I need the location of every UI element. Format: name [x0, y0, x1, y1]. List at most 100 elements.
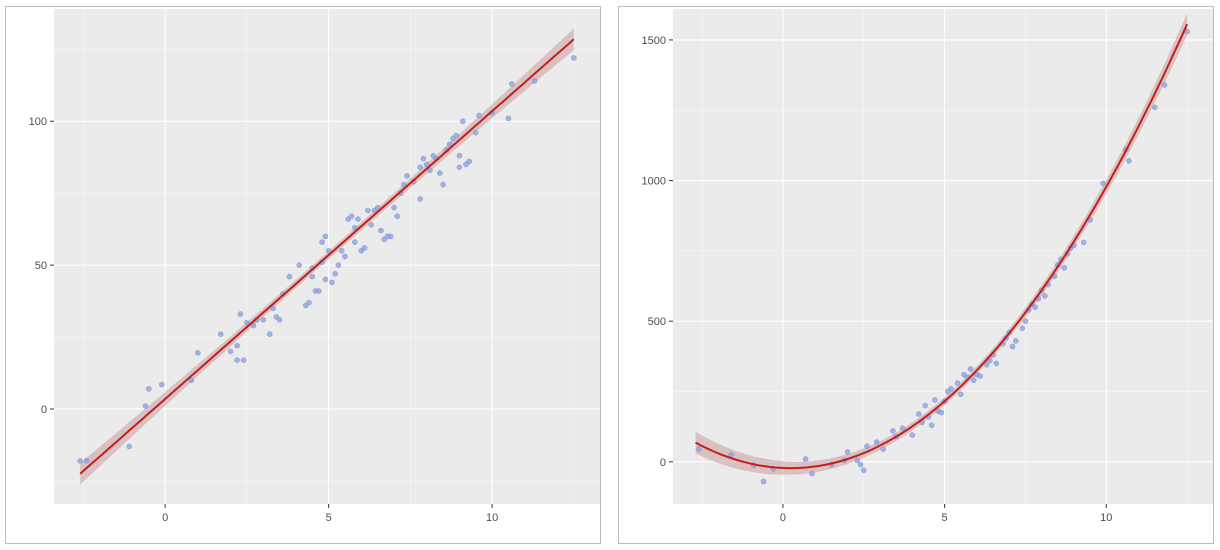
fit-line: [79, 38, 575, 475]
data-point: [456, 152, 463, 159]
data-point: [427, 167, 433, 174]
data-point: [159, 381, 165, 388]
data-point: [322, 233, 329, 240]
data-point: [244, 319, 250, 326]
data-point: [342, 253, 348, 260]
scatter-chart-quadratic: 0 5 10 0 500 1000 1500: [642, 9, 1213, 524]
data-point: [188, 377, 195, 384]
data-point: [391, 204, 397, 211]
fit-line: [695, 23, 1189, 470]
data-point: [394, 213, 401, 220]
data-point: [276, 316, 283, 323]
data-point: [309, 273, 316, 280]
data-point: [505, 115, 512, 122]
data-point: [899, 425, 906, 431]
data-point: [270, 305, 276, 312]
data-point: [696, 446, 702, 453]
data-point: [266, 331, 273, 338]
data-point: [1126, 158, 1132, 164]
data-point: [1012, 338, 1019, 344]
data-point: [1061, 264, 1068, 271]
data-point: [440, 181, 446, 188]
data-point: [423, 161, 430, 168]
data-point: [1100, 180, 1106, 187]
plot-background: [673, 9, 1213, 504]
data-point: [954, 380, 961, 386]
data-point: [1151, 104, 1158, 111]
data-point: [476, 112, 482, 119]
data-point: [970, 377, 977, 384]
data-point: [938, 409, 945, 416]
y-tick-label: 1000: [642, 176, 666, 188]
data-point: [260, 316, 267, 323]
data-point: [844, 449, 851, 455]
data-point: [368, 221, 374, 228]
data-point: [890, 428, 896, 434]
data-point: [404, 173, 410, 179]
data-point: [240, 357, 247, 363]
data-point: [227, 348, 234, 355]
data-point: [234, 342, 240, 349]
data-point: [338, 247, 345, 254]
data-point: [306, 299, 312, 306]
data-point: [854, 457, 861, 464]
data-point: [145, 386, 152, 392]
data-point: [1022, 318, 1029, 325]
data-point: [378, 227, 384, 234]
data-point: [1009, 343, 1016, 350]
data-point: [880, 446, 887, 453]
data-point: [319, 239, 325, 245]
data-point: [977, 373, 984, 379]
data-point: [322, 276, 329, 283]
data-point: [1032, 304, 1039, 310]
data-point: [286, 273, 293, 280]
data-point: [1161, 82, 1168, 88]
data-point: [374, 204, 381, 211]
y-tick-label: 0: [660, 457, 666, 469]
data-point: [1080, 239, 1087, 246]
data-point: [142, 403, 149, 410]
data-point: [967, 366, 974, 372]
data-point: [915, 411, 922, 417]
data-point: [922, 402, 929, 409]
data-point: [809, 470, 815, 477]
data-point: [417, 196, 424, 202]
y-tick-label: 100: [29, 116, 47, 128]
chart-panel-left: 0 5 10 0 50 100: [5, 6, 601, 544]
x-tick-label: 5: [326, 512, 332, 524]
y-tick-label: 0: [41, 404, 47, 416]
data-point: [237, 311, 244, 317]
data-point: [1042, 293, 1048, 299]
data-point: [436, 170, 443, 176]
data-point: [329, 279, 335, 286]
data-point: [361, 245, 368, 251]
data-point: [459, 118, 466, 125]
data-point: [802, 456, 809, 462]
data-point: [860, 467, 867, 474]
data-point: [335, 262, 342, 268]
data-point: [453, 132, 459, 139]
data-point: [987, 357, 993, 364]
data-point: [126, 443, 133, 450]
y-tick-label: 1500: [642, 35, 666, 47]
x-tick-label: 10: [486, 512, 498, 524]
data-point: [864, 443, 870, 450]
data-point: [932, 397, 938, 403]
x-tick-label: 5: [942, 512, 948, 524]
data-point: [857, 461, 864, 468]
data-point: [466, 158, 473, 165]
x-tick-label: 0: [780, 512, 786, 524]
data-point: [83, 457, 90, 464]
data-point: [351, 239, 358, 245]
x-tick-label: 10: [1100, 512, 1112, 524]
data-point: [351, 224, 358, 231]
data-point: [387, 233, 394, 240]
data-point: [296, 262, 303, 268]
data-point: [315, 288, 322, 294]
data-point: [348, 213, 355, 220]
data-point: [365, 207, 371, 214]
data-point: [332, 270, 339, 277]
data-point: [420, 155, 427, 162]
data-point: [983, 361, 990, 368]
